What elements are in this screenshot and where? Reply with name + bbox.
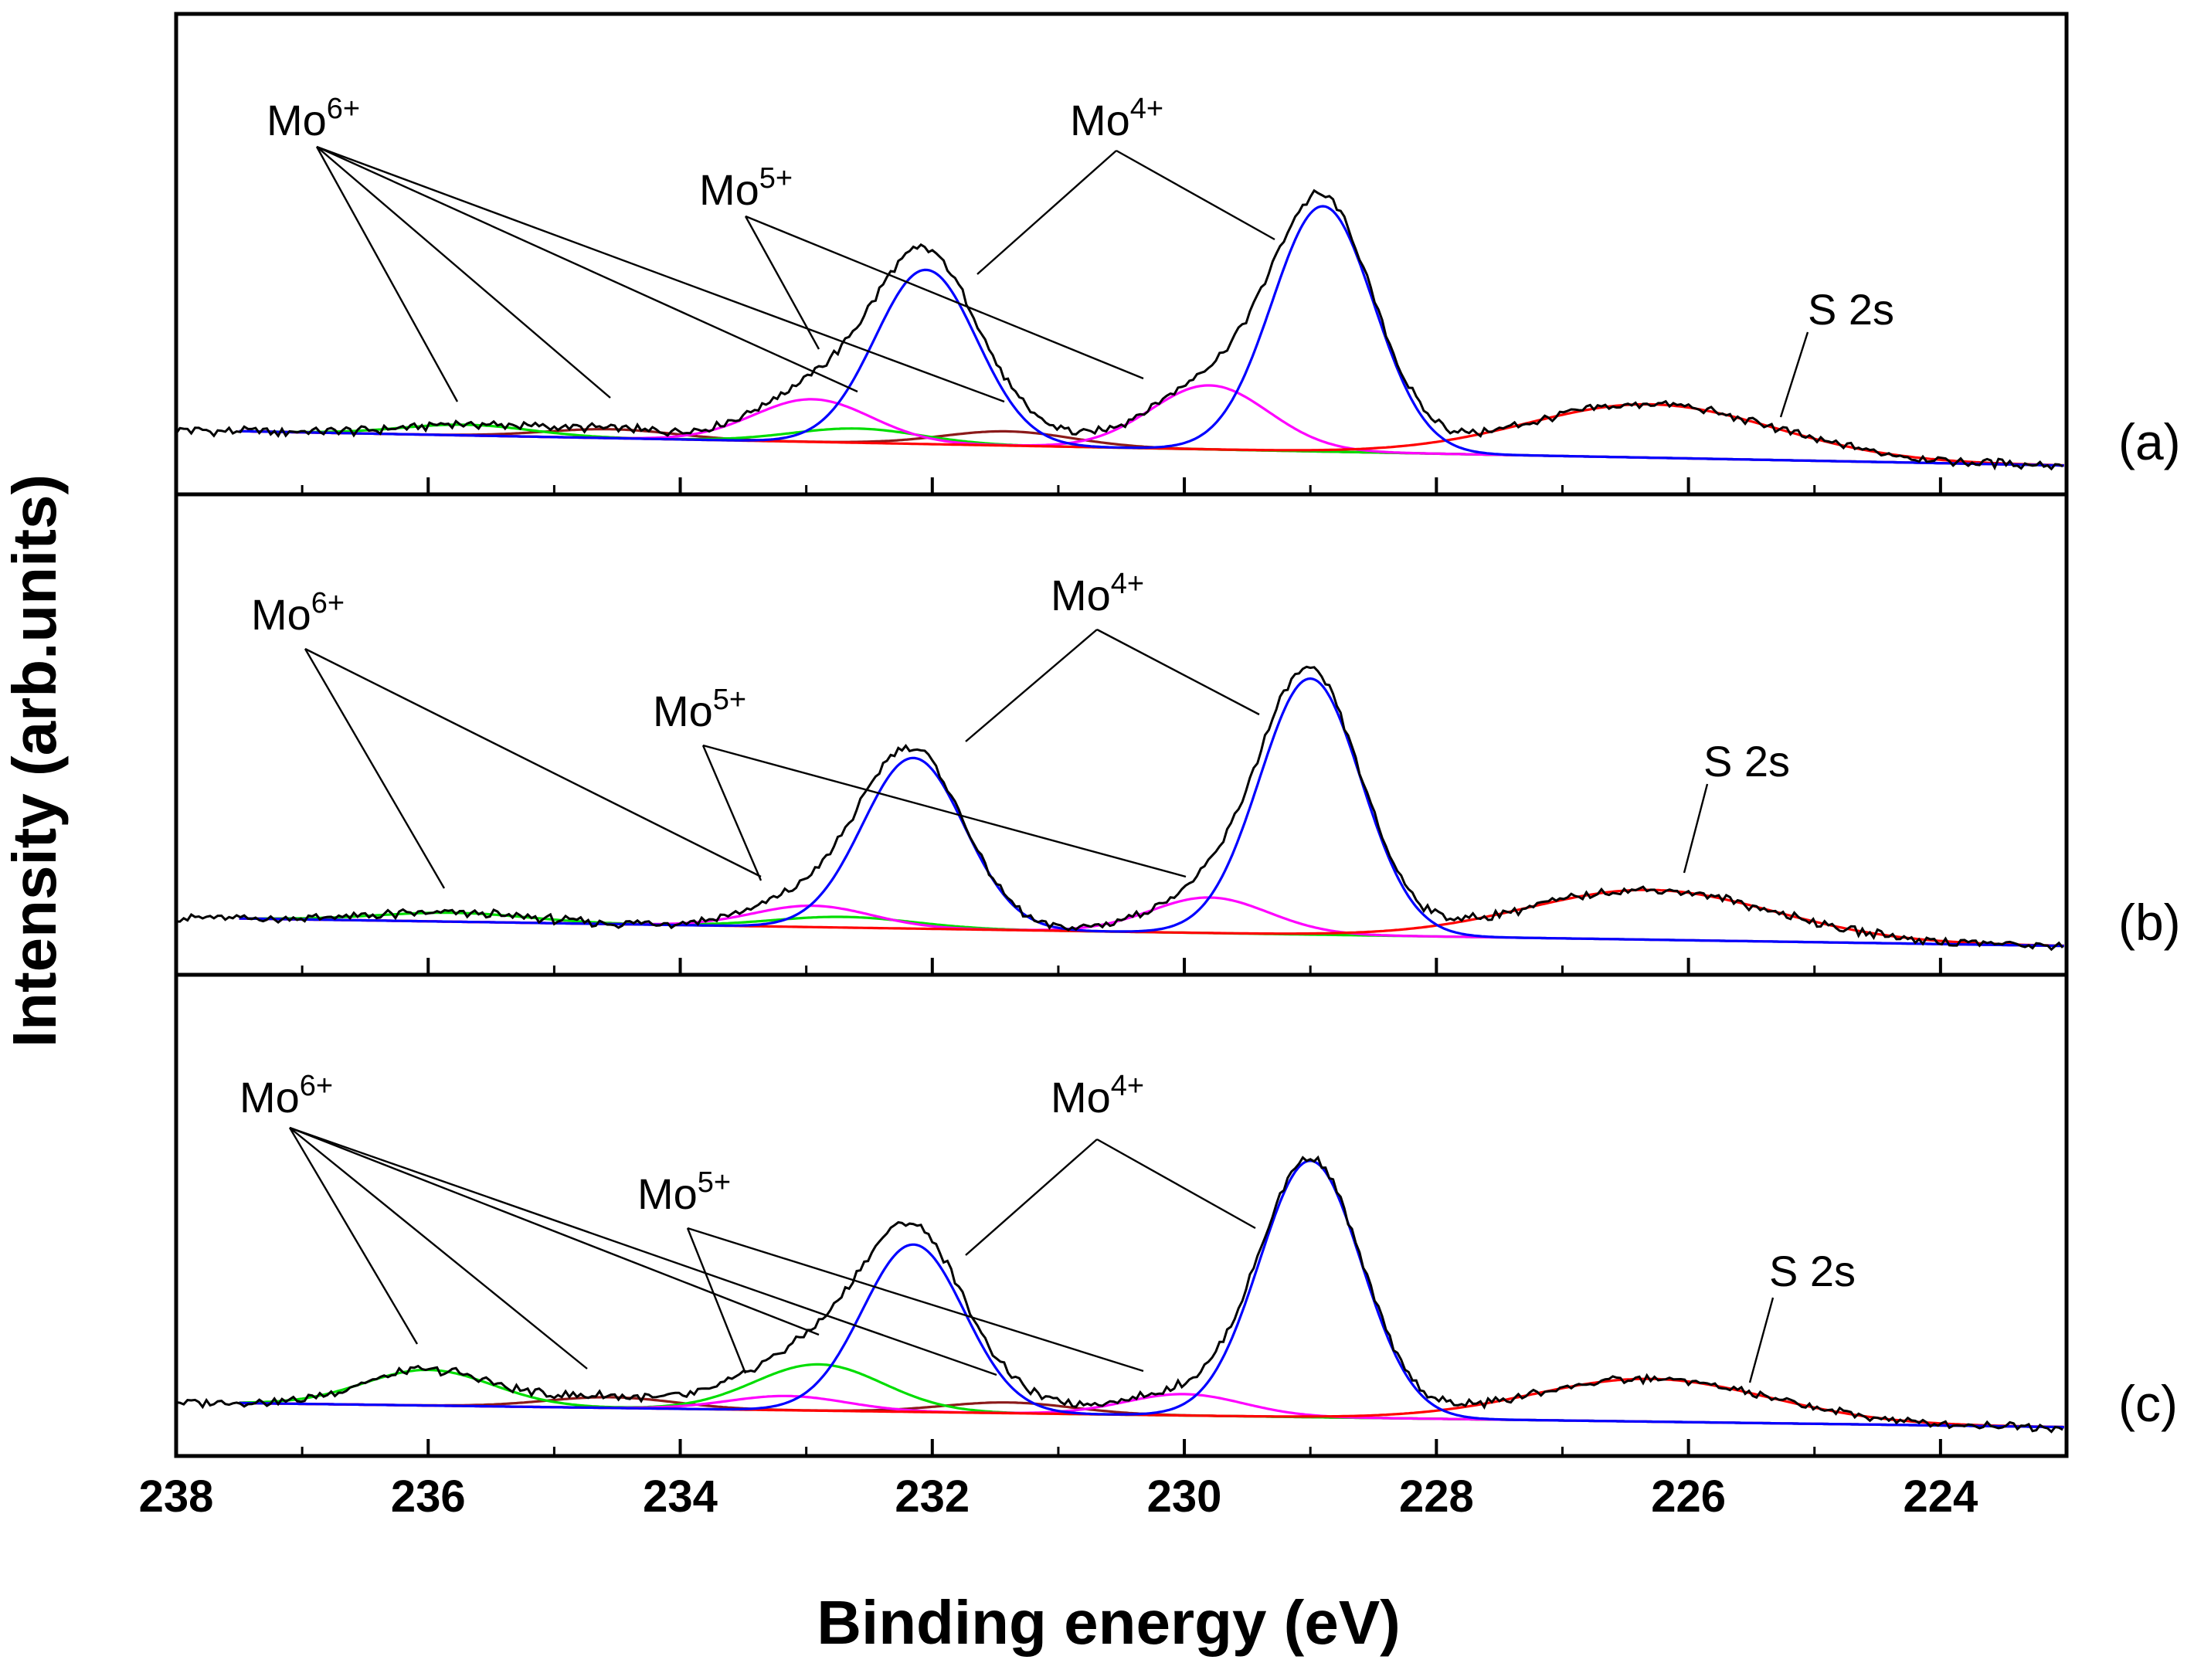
y-axis-title: Intensity (arb.units) (0, 474, 69, 1047)
x-tick-label: 230 (1147, 1471, 1222, 1522)
annotation-label-mo5: Mo5+ (653, 684, 746, 735)
panel-b: Mo6+Mo5+Mo4+S 2s(b) (175, 568, 2181, 952)
annotation-superscript: 6+ (327, 93, 360, 125)
annotation-s2s: S 2s (1683, 737, 1790, 874)
leader-line (687, 1227, 1144, 1373)
annotation-base: Mo (699, 165, 759, 214)
x-tick-label: 238 (139, 1471, 214, 1522)
annotation-mo6: Mo6+ (251, 587, 762, 889)
fit-curve-mo4 (239, 205, 2064, 467)
annotation-label-s2s: S 2s (1808, 285, 1894, 334)
annotation-superscript: 5+ (713, 684, 746, 716)
annotation-base: Mo (1051, 1073, 1111, 1122)
panel-label: (c) (2118, 1375, 2178, 1432)
leader-line (1779, 331, 1809, 418)
leader-line (304, 648, 446, 889)
annotation-base: Mo (267, 96, 327, 144)
leader-line (288, 1127, 419, 1345)
leader-line (316, 145, 858, 393)
x-tick-label: 232 (895, 1471, 970, 1522)
annotation-mo6: Mo6+ (239, 1070, 997, 1376)
x-tick-label: 234 (643, 1471, 718, 1522)
annotation-label-mo4: Mo4+ (1051, 1070, 1144, 1122)
x-axis-title: Binding energy (eV) (817, 1588, 1401, 1657)
leader-line (1116, 149, 1275, 241)
x-tick-label: 228 (1399, 1471, 1474, 1522)
annotation-label-s2s: S 2s (1769, 1247, 1856, 1295)
annotation-s2s: S 2s (1779, 285, 1894, 418)
x-tick-label: 224 (1903, 1471, 1978, 1522)
x-axis: 238 236 234 232 230 228 226 224 (139, 477, 2068, 1522)
panel-frame-a (174, 12, 2069, 497)
annotation-base: Mo (239, 1073, 300, 1122)
leader-line (289, 1126, 820, 1336)
annotation-s2s: S 2s (1748, 1247, 1856, 1383)
annotation-mo6: Mo6+ (267, 93, 1005, 403)
leader-line (316, 146, 611, 399)
annotation-label-s2s: S 2s (1703, 737, 1790, 786)
leader-line (965, 629, 1098, 742)
leader-line (1683, 783, 1709, 874)
fit-curve-mo4 (239, 677, 2064, 948)
leader-line (702, 744, 1187, 878)
annotation-label-mo6: Mo6+ (251, 587, 345, 639)
x-tick-label: 226 (1651, 1471, 1726, 1522)
leader-line (289, 1127, 588, 1369)
annotation-superscript: 6+ (300, 1070, 333, 1102)
annotation-superscript: 6+ (311, 587, 345, 619)
annotation-superscript: 5+ (698, 1166, 731, 1199)
panel-label: (b) (2118, 894, 2181, 951)
annotation-base: Mo (1051, 571, 1111, 619)
leader-line (304, 647, 762, 878)
annotation-superscript: 4+ (1111, 568, 1144, 600)
panel-c: Mo6+Mo5+Mo4+S 2s(c) (175, 1070, 2178, 1434)
x-tick-label: 236 (391, 1471, 466, 1522)
leader-line (745, 215, 1144, 380)
annotation-superscript: 4+ (1111, 1070, 1144, 1102)
leader-line (701, 745, 762, 881)
annotation-label-mo6: Mo6+ (239, 1070, 333, 1122)
annotation-base: Mo (637, 1169, 698, 1218)
panel-label: (a) (2118, 413, 2181, 470)
annotation-label-mo5: Mo5+ (699, 162, 793, 214)
leader-line (1096, 628, 1260, 716)
annotation-superscript: 5+ (759, 162, 793, 195)
fit-curve-mo4 (239, 1159, 2064, 1429)
annotation-mo4: Mo4+ (976, 93, 1275, 275)
annotation-mo5: Mo5+ (637, 1166, 1144, 1374)
panel-frame-c (174, 972, 2069, 1458)
annotation-label-mo5: Mo5+ (637, 1166, 731, 1218)
leader-line (976, 150, 1117, 275)
experimental-spectrum (175, 1155, 2063, 1434)
panels-layer: Mo6+Mo5+Mo4+S 2s(a)Mo6+Mo5+Mo4+S 2s(b)Mo… (175, 93, 2181, 1434)
leader-line (965, 1139, 1098, 1256)
leader-line (1748, 1297, 1775, 1383)
leader-line (686, 1227, 747, 1374)
annotation-base: Mo (251, 590, 311, 639)
experimental-spectrum (175, 188, 2063, 471)
annotation-superscript: 4+ (1130, 93, 1163, 125)
leader-line (315, 146, 459, 402)
leader-line (316, 145, 1005, 403)
annotation-mo4: Mo4+ (965, 568, 1260, 742)
annotation-label-mo4: Mo4+ (1051, 568, 1144, 619)
experimental-spectrum (175, 665, 2064, 952)
panel-frame-b (174, 492, 2069, 977)
annotation-label-mo6: Mo6+ (267, 93, 360, 144)
annotation-base: Mo (1070, 96, 1130, 144)
annotation-base: Mo (653, 687, 713, 735)
annotation-mo5: Mo5+ (699, 162, 1144, 380)
annotation-label-mo4: Mo4+ (1070, 93, 1163, 144)
leader-line (744, 216, 820, 350)
leader-line (1096, 1138, 1256, 1230)
frame-layer (174, 12, 2069, 1458)
panel-a: Mo6+Mo5+Mo4+S 2s(a) (175, 93, 2181, 471)
annotation-mo4: Mo4+ (965, 1070, 1256, 1256)
annotation-mo5: Mo5+ (653, 684, 1187, 881)
leader-line (289, 1126, 997, 1376)
